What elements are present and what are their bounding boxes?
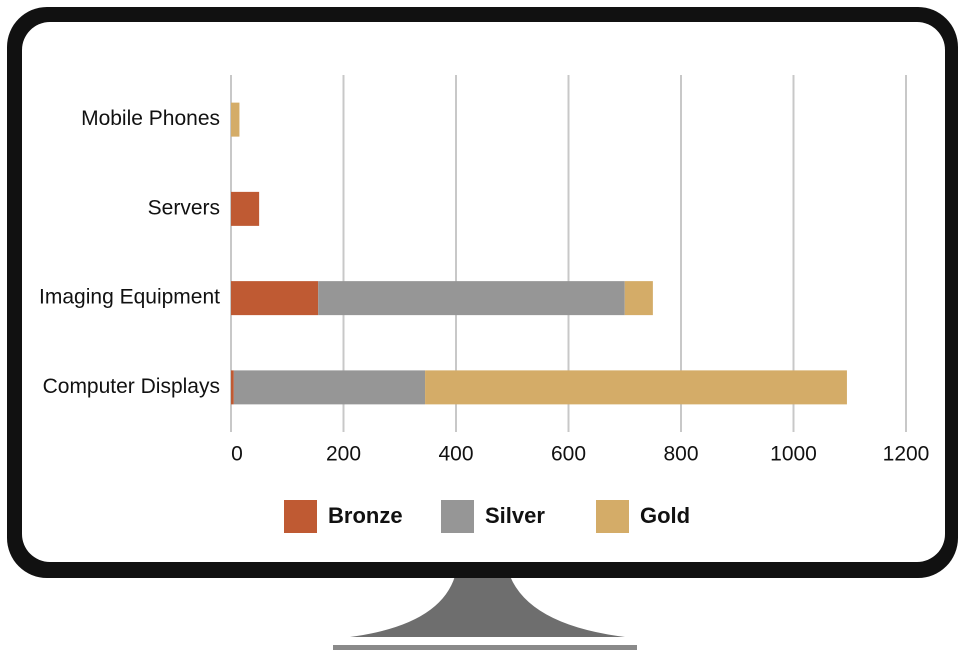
x-tick-label: 0 [231,443,243,466]
bar-segment [231,191,260,226]
legend-label: Gold [640,503,690,528]
bar-segment [231,102,240,137]
legend-swatch [441,500,474,533]
monitor-stand [350,576,625,637]
bar-segment [318,281,625,316]
bar-segment [231,370,234,405]
x-tick-label: 1200 [883,443,930,466]
x-tick-label: 600 [551,443,586,466]
bar-segment [233,370,426,405]
legend-label: Silver [485,503,545,528]
legend-swatch [596,500,629,533]
legend-label: Bronze [328,503,403,528]
bar-segment [425,370,847,405]
x-tick-label: 800 [663,443,698,466]
y-tick-label: Computer Displays [43,375,220,398]
x-tick-label: 200 [326,443,361,466]
bar-segment [624,281,653,316]
bar-segment [231,281,319,316]
x-tick-label: 400 [438,443,473,466]
y-tick-label: Imaging Equipment [39,286,220,309]
legend-swatch [284,500,317,533]
y-tick-label: Servers [148,196,220,219]
monitor-base [333,645,637,650]
x-tick-label: 1000 [770,443,817,466]
y-tick-label: Mobile Phones [81,107,220,130]
